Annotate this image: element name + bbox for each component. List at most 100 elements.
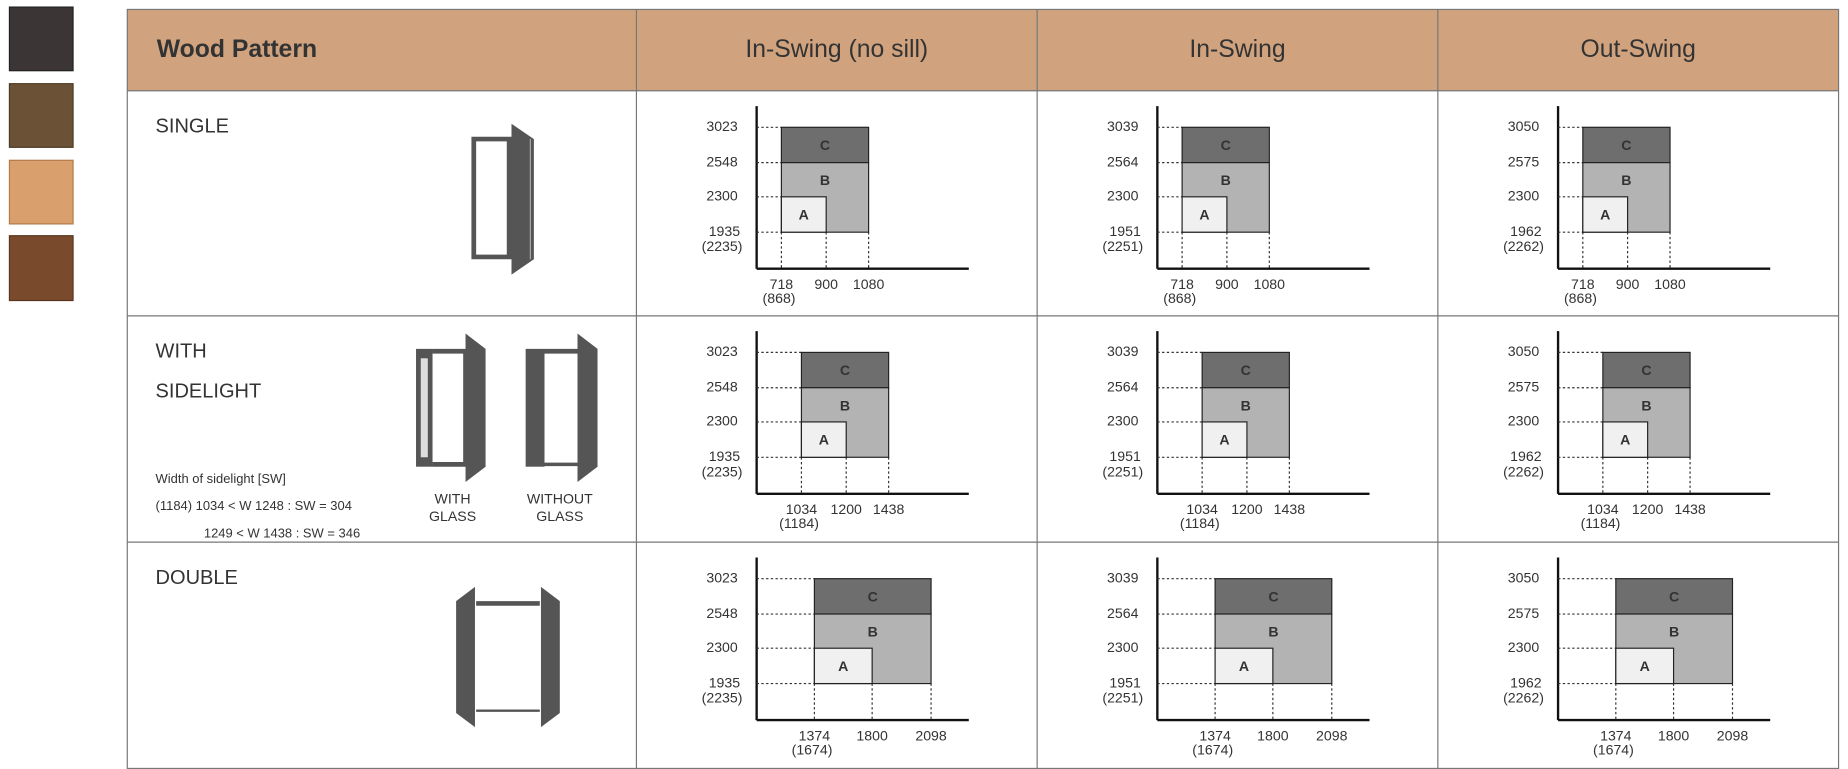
caption: GLASS — [429, 508, 476, 524]
y-label: 3023 — [706, 343, 738, 359]
x-label: 1800 — [1257, 727, 1289, 743]
box-a — [1615, 647, 1675, 685]
y-label: 2300 — [706, 639, 738, 655]
caption: WITH — [435, 490, 471, 506]
box-a — [1181, 196, 1228, 233]
x-label: 1438 — [1674, 501, 1706, 517]
header-cell: Out-Swing — [1580, 36, 1695, 63]
y-label: 2548 — [706, 378, 738, 394]
x-label: 1034 — [786, 501, 818, 517]
x-label: 1438 — [1274, 501, 1306, 517]
x-label: 1438 — [873, 501, 905, 517]
swatch[interactable] — [8, 6, 74, 72]
y-label: 3050 — [1508, 569, 1540, 585]
x-label: 1200 — [830, 501, 862, 517]
header-title: Wood Pattern — [157, 36, 317, 63]
box-label: B — [1641, 397, 1651, 413]
box-label: C — [868, 588, 878, 604]
y-label: 1951 — [1109, 223, 1141, 239]
y-label: 3039 — [1107, 118, 1139, 134]
y-label-alt: (2251) — [1102, 463, 1143, 479]
swatch[interactable] — [8, 83, 74, 148]
note: Width of sidelight [SW] — [156, 471, 286, 486]
y-label: 1962 — [1510, 674, 1542, 690]
note: 1249 < W 1438 : SW = 346 — [204, 525, 360, 540]
box-label: C — [820, 137, 830, 153]
y-label: 2300 — [706, 188, 738, 204]
x-label: 900 — [1215, 276, 1239, 292]
box-a — [1602, 421, 1649, 458]
y-label: 1935 — [709, 674, 741, 690]
box-label: A — [1239, 658, 1249, 674]
y-label: 3023 — [706, 569, 738, 585]
box-c — [813, 578, 932, 615]
x-label-alt: (868) — [763, 290, 796, 306]
box-a — [1582, 196, 1629, 233]
x-label: 1374 — [1600, 727, 1632, 743]
y-label: 1951 — [1109, 674, 1141, 690]
y-label: 2564 — [1107, 378, 1139, 394]
box-label: A — [838, 658, 848, 674]
x-label: 718 — [770, 276, 794, 292]
box-label: B — [1669, 624, 1679, 640]
y-label: 2548 — [706, 605, 738, 621]
y-label: 1935 — [709, 448, 741, 464]
box-label: B — [840, 397, 850, 413]
y-label: 1962 — [1510, 448, 1542, 464]
y-label: 2575 — [1508, 378, 1540, 394]
y-label-alt: (2251) — [1102, 238, 1143, 254]
x-label-alt: (1184) — [1180, 515, 1220, 531]
y-label-alt: (2235) — [702, 238, 743, 254]
x-label: 718 — [1571, 276, 1595, 292]
y-label: 3050 — [1508, 118, 1540, 134]
box-label: C — [1268, 588, 1278, 604]
y-label: 2300 — [1508, 639, 1540, 655]
box-label: A — [819, 432, 829, 448]
box-a — [1214, 647, 1274, 685]
box-label: A — [799, 206, 809, 222]
box-label: B — [1221, 172, 1231, 188]
box-label: C — [1621, 137, 1631, 153]
y-label: 1951 — [1109, 448, 1141, 464]
grid — [126, 8, 1840, 769]
box-c — [1602, 351, 1691, 389]
x-label: 1374 — [1199, 727, 1231, 743]
box-a — [800, 421, 847, 458]
y-label-alt: (2235) — [702, 690, 743, 706]
row-label: DOUBLE — [156, 567, 238, 589]
x-label: 1374 — [799, 727, 831, 743]
y-label-alt: (2251) — [1102, 690, 1143, 706]
swatch[interactable] — [8, 235, 74, 302]
y-label: 2548 — [706, 153, 738, 169]
y-label: 3023 — [706, 118, 738, 134]
row-label: SIDELIGHT — [156, 381, 262, 403]
box-label: B — [868, 624, 878, 640]
box-label: B — [1268, 624, 1278, 640]
caption: WITHOUT — [527, 490, 593, 506]
x-label: 900 — [814, 276, 838, 292]
box-a — [780, 196, 827, 233]
x-label: 900 — [1616, 276, 1640, 292]
y-label: 2300 — [706, 413, 738, 429]
x-label: 1200 — [1231, 501, 1263, 517]
header-cell: In-Swing (no sill) — [745, 36, 928, 63]
y-label: 2300 — [1508, 413, 1540, 429]
swatch[interactable] — [8, 159, 74, 225]
x-label-alt: (1184) — [779, 515, 819, 531]
y-label: 1935 — [709, 223, 741, 239]
row-label: WITH — [156, 341, 207, 363]
x-label: 1080 — [1654, 276, 1686, 292]
box-label: A — [1600, 206, 1610, 222]
y-label: 3050 — [1508, 343, 1540, 359]
x-label: 1800 — [856, 727, 888, 743]
y-label: 3039 — [1107, 343, 1139, 359]
box-c — [1201, 351, 1290, 389]
box-a — [813, 647, 873, 685]
x-label: 2098 — [1316, 727, 1348, 743]
x-label: 718 — [1170, 276, 1194, 292]
caption: GLASS — [536, 508, 583, 524]
y-label: 2575 — [1508, 153, 1540, 169]
x-label-alt: (1184) — [1581, 515, 1621, 531]
